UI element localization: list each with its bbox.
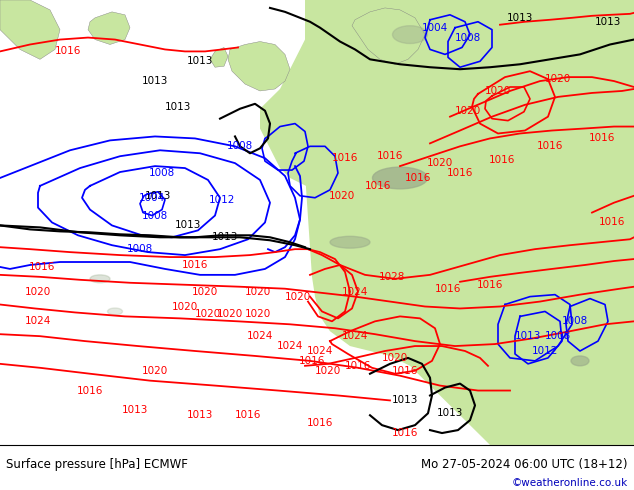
Text: 1013: 1013 bbox=[507, 13, 533, 23]
Text: 1012: 1012 bbox=[209, 195, 235, 205]
Text: 1013: 1013 bbox=[122, 405, 148, 416]
Polygon shape bbox=[305, 0, 634, 445]
Text: 1013: 1013 bbox=[142, 76, 168, 86]
Text: 1008: 1008 bbox=[562, 317, 588, 326]
Text: 1008: 1008 bbox=[455, 32, 481, 43]
Text: 1020: 1020 bbox=[172, 301, 198, 312]
Text: 1008: 1008 bbox=[142, 211, 168, 220]
Text: 1013: 1013 bbox=[187, 410, 213, 420]
Ellipse shape bbox=[330, 236, 370, 248]
Text: 1028: 1028 bbox=[378, 272, 405, 282]
Text: 1016: 1016 bbox=[332, 153, 358, 163]
Text: 1016: 1016 bbox=[435, 284, 461, 294]
Text: Surface pressure [hPa] ECMWF: Surface pressure [hPa] ECMWF bbox=[6, 458, 188, 470]
Text: 1012: 1012 bbox=[532, 346, 558, 356]
Text: 1016: 1016 bbox=[345, 361, 371, 371]
Text: 1020: 1020 bbox=[192, 287, 218, 296]
Text: 1020: 1020 bbox=[427, 158, 453, 168]
Text: 1020: 1020 bbox=[245, 309, 271, 319]
Ellipse shape bbox=[392, 25, 427, 44]
Text: Mo 27-05-2024 06:00 UTC (18+12): Mo 27-05-2024 06:00 UTC (18+12) bbox=[421, 458, 628, 470]
Polygon shape bbox=[228, 42, 290, 91]
Text: 1016: 1016 bbox=[377, 151, 403, 161]
Text: 1016: 1016 bbox=[299, 356, 325, 366]
Text: 1008: 1008 bbox=[545, 331, 571, 341]
Text: 1020: 1020 bbox=[217, 309, 243, 319]
Ellipse shape bbox=[90, 275, 110, 283]
Polygon shape bbox=[0, 0, 60, 59]
Polygon shape bbox=[88, 12, 130, 45]
Ellipse shape bbox=[108, 308, 122, 315]
Ellipse shape bbox=[373, 167, 427, 189]
Ellipse shape bbox=[571, 356, 589, 366]
Text: 1004: 1004 bbox=[139, 193, 165, 203]
Text: 1020: 1020 bbox=[329, 191, 355, 201]
Text: 1016: 1016 bbox=[598, 218, 625, 227]
Text: 1020: 1020 bbox=[485, 86, 511, 96]
Text: 1020: 1020 bbox=[315, 366, 341, 376]
Text: 1013: 1013 bbox=[165, 102, 191, 112]
Text: 1020: 1020 bbox=[142, 366, 168, 376]
Text: 1024: 1024 bbox=[342, 331, 368, 341]
Text: 1020: 1020 bbox=[545, 74, 571, 84]
Text: 1020: 1020 bbox=[455, 106, 481, 116]
Text: 1020: 1020 bbox=[25, 287, 51, 296]
Text: 1020: 1020 bbox=[285, 292, 311, 302]
Text: 1016: 1016 bbox=[365, 181, 391, 191]
Text: 1008: 1008 bbox=[149, 168, 175, 178]
Text: 1024: 1024 bbox=[307, 346, 333, 356]
Text: 1008: 1008 bbox=[127, 244, 153, 254]
Text: 1016: 1016 bbox=[55, 47, 81, 56]
Text: 1013: 1013 bbox=[145, 191, 171, 201]
Text: 1016: 1016 bbox=[392, 428, 418, 438]
Text: 1013: 1013 bbox=[175, 220, 201, 230]
Text: 1013: 1013 bbox=[212, 232, 238, 242]
Text: ©weatheronline.co.uk: ©weatheronline.co.uk bbox=[512, 478, 628, 488]
Text: 1016: 1016 bbox=[392, 366, 418, 376]
Text: 1016: 1016 bbox=[489, 155, 515, 165]
Text: 1024: 1024 bbox=[342, 287, 368, 296]
Text: 1016: 1016 bbox=[477, 280, 503, 290]
Polygon shape bbox=[210, 48, 228, 67]
Text: 1016: 1016 bbox=[77, 386, 103, 395]
Polygon shape bbox=[260, 0, 634, 208]
Text: 1013: 1013 bbox=[515, 331, 541, 341]
Text: 1013: 1013 bbox=[437, 408, 463, 418]
Text: 1020: 1020 bbox=[195, 309, 221, 319]
Text: 1024: 1024 bbox=[277, 341, 303, 351]
Text: 1016: 1016 bbox=[307, 418, 333, 428]
Text: 1008: 1008 bbox=[227, 141, 253, 151]
Text: 1016: 1016 bbox=[589, 133, 615, 144]
Text: 1013: 1013 bbox=[392, 395, 418, 405]
Polygon shape bbox=[330, 0, 634, 99]
Text: 1016: 1016 bbox=[182, 260, 208, 270]
Text: 1024: 1024 bbox=[247, 331, 273, 341]
Text: 1016: 1016 bbox=[29, 262, 55, 272]
Text: 1016: 1016 bbox=[447, 168, 473, 178]
Text: 1013: 1013 bbox=[595, 17, 621, 27]
Text: 1020: 1020 bbox=[382, 353, 408, 363]
Text: 1020: 1020 bbox=[245, 287, 271, 296]
Text: 1016: 1016 bbox=[235, 410, 261, 420]
Polygon shape bbox=[352, 8, 425, 64]
Text: 1016: 1016 bbox=[405, 173, 431, 183]
Text: 1004: 1004 bbox=[422, 23, 448, 33]
Text: 1024: 1024 bbox=[25, 317, 51, 326]
Text: 1016: 1016 bbox=[537, 141, 563, 151]
Text: 1013: 1013 bbox=[187, 56, 213, 66]
